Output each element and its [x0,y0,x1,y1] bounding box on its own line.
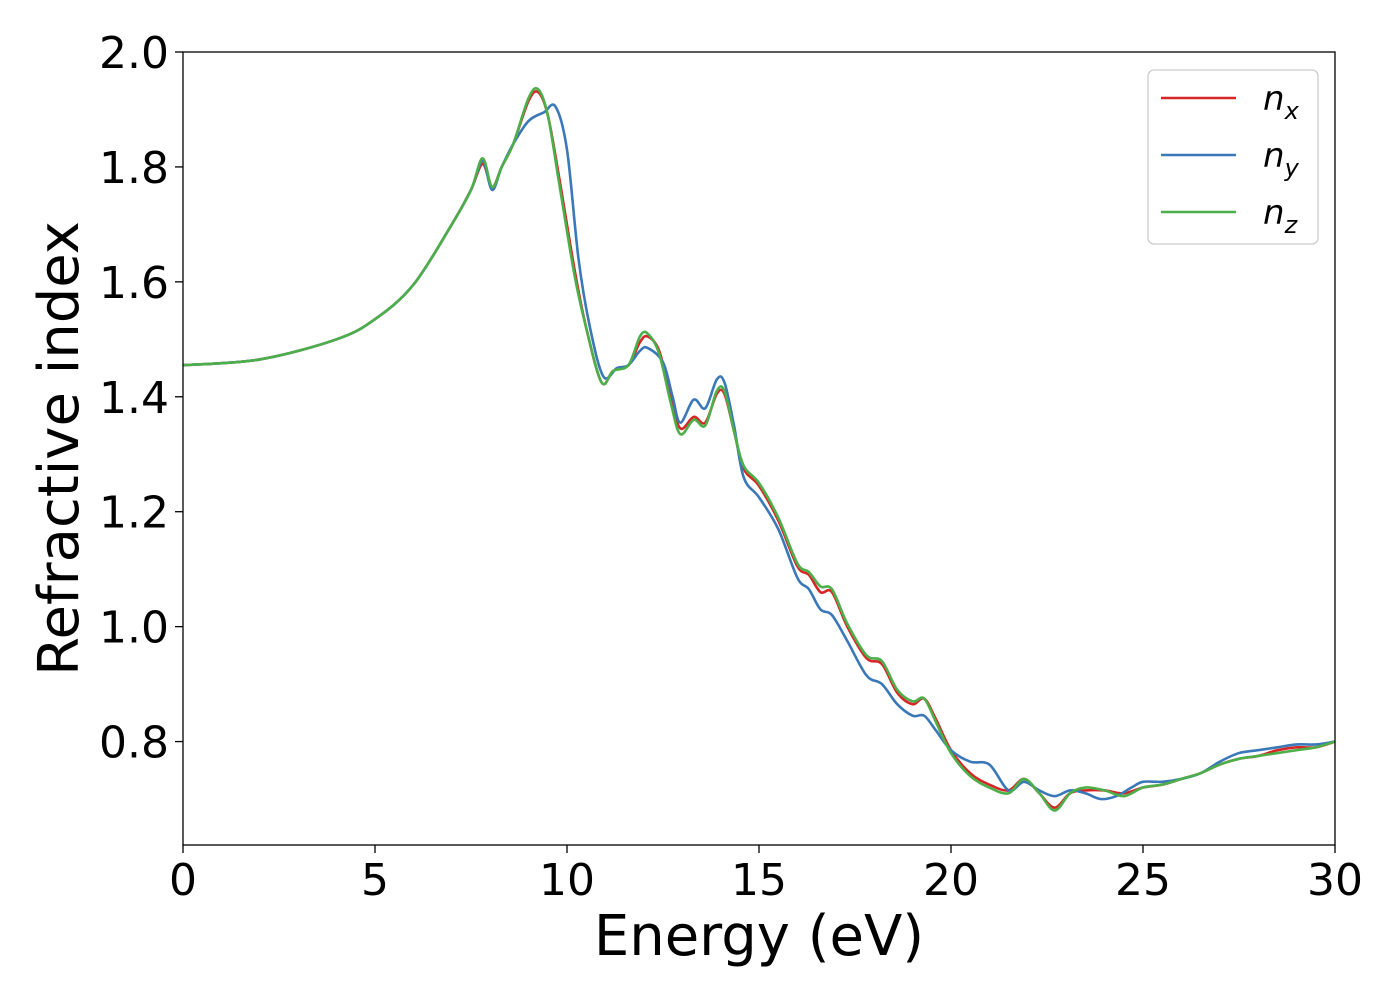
x-tick-label: 25 [1115,855,1171,906]
x-tick-label: 15 [731,855,787,906]
x-tick-label: 30 [1307,855,1363,906]
x-tick-label: 5 [361,855,389,906]
legend-label-subscript: x [1284,97,1300,125]
y-axis-label: Refractive index [27,221,92,676]
x-tick-label: 0 [169,855,197,906]
y-axis: 0.8 1.0 1.2 1.4 1.6 1.8 2.0 [99,28,183,769]
legend-label-subscript: y [1284,154,1300,182]
legend-label-ny: ny [1263,136,1300,182]
x-tick-label: 20 [923,855,979,906]
x-axis-label: Energy (eV) [594,904,924,969]
y-tick-label: 2.0 [99,28,169,79]
legend-label-nx: nx [1263,79,1300,125]
y-tick-label: 1.2 [99,488,169,539]
x-axis: 0 5 10 15 20 25 30 [169,845,1363,906]
legend-label-subscript: z [1284,211,1299,239]
legend-label-base: n [1263,136,1285,176]
series-line-ny [183,103,1335,801]
y-tick-label: 1.4 [99,373,169,424]
y-tick-label: 0.8 [99,718,169,769]
y-tick-label: 1.8 [99,143,169,194]
x-tick-label: 10 [539,855,595,906]
legend-label-nz: nz [1263,193,1299,239]
legend-label-base: n [1263,79,1285,119]
y-tick-label: 1.6 [99,258,169,309]
series-layer [183,86,1335,812]
legend-box [1147,69,1319,245]
y-tick-label: 1.0 [99,603,169,654]
series-line-nz [183,86,1335,812]
legend-label-base: n [1263,193,1285,233]
